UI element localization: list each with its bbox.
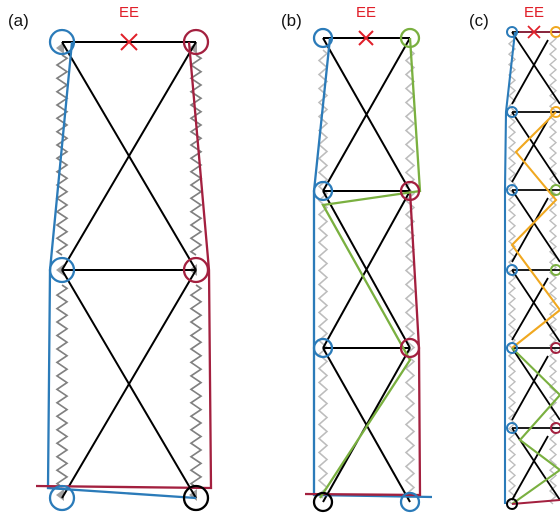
panel-b-label: (b) [281, 11, 302, 30]
panel-a-pivot-triangle [189, 489, 197, 501]
panel-a-left-spring-lower [55, 284, 69, 488]
panel-c-joint-blue [506, 26, 518, 38]
panel-c-joint-orange [550, 26, 560, 38]
panel-b-joint-blue [312, 180, 334, 202]
panel-c-joint-blue [506, 264, 518, 276]
panel-b-joint-red [399, 180, 421, 202]
panel-b-joint-red [399, 337, 421, 359]
panel-b-joint-green [399, 27, 421, 49]
panel-a-joint-red [182, 256, 210, 284]
panel-c-joint-blue [506, 342, 518, 354]
panel-c-joint-orange [550, 106, 560, 118]
panel-a-joint-blue [48, 484, 76, 512]
panel-a-red-chain [35, 41, 213, 490]
panel-c-joint-red [550, 342, 560, 354]
panel-b-green-chain [319, 37, 422, 499]
panel-c-truss [511, 31, 560, 501]
panel-a-pivot-triangle [56, 264, 64, 276]
panel-a: (a) [8, 4, 213, 512]
panel-a-right-spring-upper [189, 54, 203, 256]
panel-a-right-spring-lower [189, 284, 203, 488]
panel-b: (b) EE [281, 4, 433, 513]
panel-c-joint-green [550, 184, 560, 196]
panel-c-ee-label: EE [524, 4, 544, 21]
panel-c-joints [506, 26, 560, 510]
panel-c-red-chain [511, 498, 560, 506]
panel-a-ee-marker-icon [120, 33, 138, 51]
panel-c-ee-marker-icon [527, 25, 541, 39]
panel-a-joint-red [182, 28, 210, 56]
panel-c-joint-red [550, 422, 560, 434]
panel-a-label: (a) [8, 11, 29, 30]
panel-b-truss [322, 37, 411, 503]
panel-a-blue-chain [46, 41, 197, 500]
panel-a-truss [61, 41, 197, 499]
panel-b-joint-blue [312, 27, 334, 49]
panel-c-joint-green [550, 264, 560, 276]
panel-c-label: (c) [469, 11, 489, 30]
panel-b-red-chain [304, 190, 422, 497]
panel-a-joint-blue [48, 256, 76, 284]
panel-b-left-spring [317, 49, 329, 499]
panel-a-pivot-triangle [56, 42, 64, 54]
panel-c-green-chain [511, 347, 560, 505]
panel-c-joint-blue [506, 106, 518, 118]
panel-b-joint-blue [312, 337, 334, 359]
panel-c-orange-chain [510, 111, 560, 349]
panel-a-ee-label: EE [119, 4, 139, 21]
panel-c-joint-blue [506, 184, 518, 196]
panel-b-joint-black [312, 491, 334, 513]
panel-a-joint-black [182, 484, 210, 512]
panel-b-ee-label: EE [356, 4, 376, 21]
panel-c-joint-black [506, 498, 518, 510]
panel-b-ee-marker-icon [358, 30, 374, 46]
panel-a-joint-blue [48, 28, 76, 56]
panel-c-joint-blue [506, 422, 518, 434]
panel-b-right-spring [404, 49, 416, 499]
panel-c: (c) [469, 4, 560, 510]
panel-b-joint-blue [399, 491, 421, 513]
